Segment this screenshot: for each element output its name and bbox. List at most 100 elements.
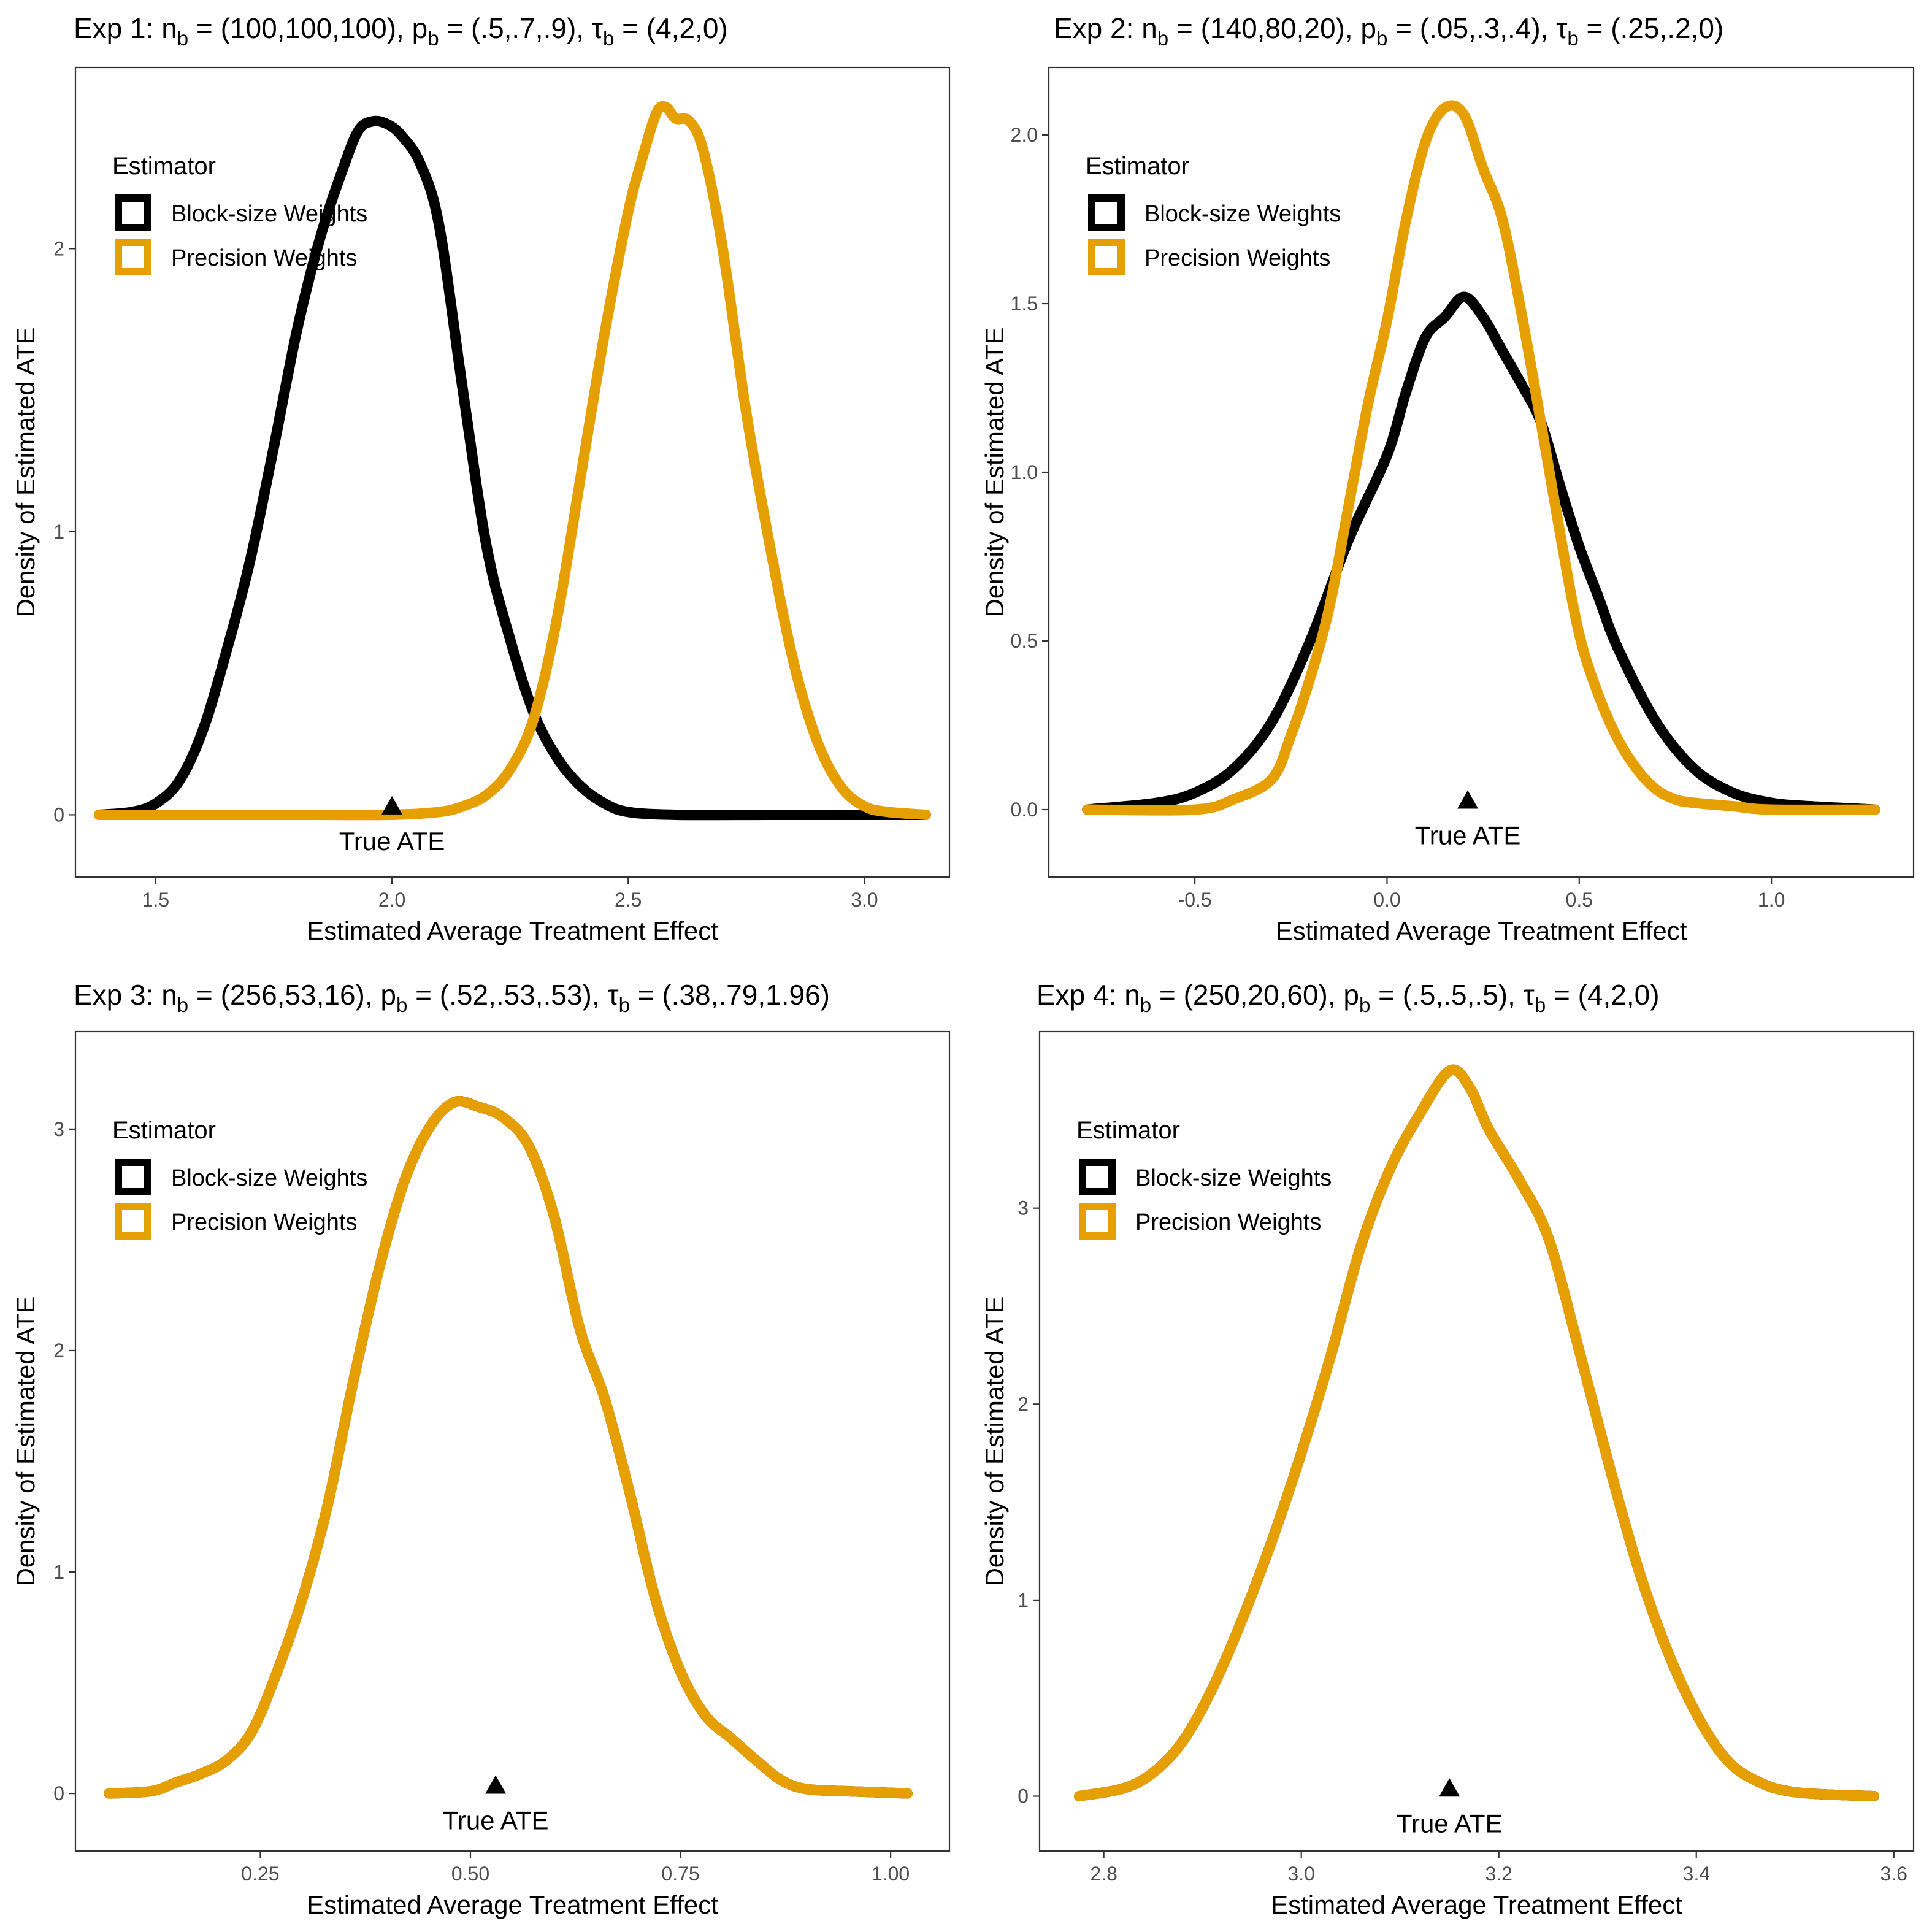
density-line-block-size-weights bbox=[94, 115, 931, 821]
panel-3: Exp 3: nb = (256,53,16), pb = (.52,.53,.… bbox=[11, 979, 951, 1919]
y-tick-label: 1.5 bbox=[1011, 293, 1038, 315]
series-group bbox=[94, 101, 931, 821]
density-line-precision-weights bbox=[94, 101, 931, 821]
series-group bbox=[1073, 1064, 1880, 1802]
title-value: = (250,20,60), bbox=[1151, 979, 1343, 1011]
title-symbol: p bbox=[412, 12, 428, 44]
title-symbol: τ bbox=[1556, 12, 1567, 44]
title-symbol: p bbox=[1343, 979, 1359, 1011]
title-subscript: b bbox=[1140, 994, 1151, 1016]
title-subscript: b bbox=[619, 994, 630, 1016]
title-symbol: p bbox=[1360, 12, 1376, 44]
y-tick-label: 2.0 bbox=[1011, 124, 1038, 146]
y-tick-label: 1 bbox=[53, 1561, 64, 1583]
legend-key bbox=[1088, 194, 1125, 231]
title-value: = (.5,.5,.5), bbox=[1370, 979, 1523, 1011]
title-symbol: p bbox=[380, 979, 396, 1011]
panel-4: Exp 4: nb = (250,20,60), pb = (.5,.5,.5)… bbox=[980, 979, 1915, 1919]
title-subscript: b bbox=[396, 994, 407, 1016]
legend-title: Estimator bbox=[112, 1117, 216, 1144]
title-symbol: τ bbox=[1524, 979, 1535, 1011]
legend-key bbox=[115, 194, 151, 231]
series-group bbox=[104, 1096, 913, 1799]
y-axis-title: Density of Estimated ATE bbox=[980, 327, 1009, 617]
x-tick-label: 3.0 bbox=[1287, 1863, 1314, 1885]
title-subscript: b bbox=[603, 27, 614, 50]
x-tick-label: 0.75 bbox=[661, 1863, 699, 1885]
title-value: = (.25,.2,0) bbox=[1579, 12, 1724, 44]
density-line-precision-weights bbox=[104, 1096, 913, 1799]
title-symbol: n bbox=[161, 12, 177, 44]
x-tick-label: 1.0 bbox=[1758, 889, 1785, 911]
true-ate-triangle-marker bbox=[1439, 1778, 1460, 1797]
density-line-precision-weights bbox=[1082, 100, 1880, 816]
legend-label: Precision Weights bbox=[171, 245, 357, 271]
legend-key bbox=[1079, 1159, 1116, 1195]
legend-label: Block-size Weights bbox=[171, 1165, 367, 1191]
x-tick-label: 2.0 bbox=[378, 889, 405, 911]
title-symbol: n bbox=[1141, 12, 1157, 44]
y-tick-label: 0 bbox=[53, 1782, 64, 1804]
x-tick-label: 3.0 bbox=[851, 889, 878, 911]
true-ate-triangle-marker bbox=[1457, 790, 1479, 809]
plot-border bbox=[74, 66, 951, 878]
legend-label: Block-size Weights bbox=[1144, 201, 1341, 227]
title-symbol: n bbox=[161, 979, 177, 1011]
x-tick-label: 0.5 bbox=[1566, 889, 1593, 911]
legend-key bbox=[115, 1203, 151, 1240]
legend-title: Estimator bbox=[1076, 1117, 1180, 1144]
plot-border bbox=[74, 1030, 951, 1852]
panel-title: Exp 1: nb = (100,100,100), pb = (.5,.7,.… bbox=[74, 12, 728, 50]
density-line-block-size-weights bbox=[1082, 291, 1880, 815]
true-ate-triangle-marker bbox=[485, 1775, 507, 1794]
x-axis-title: Estimated Average Treatment Effect bbox=[1276, 916, 1687, 945]
density-line-block-size-weights bbox=[104, 1096, 913, 1799]
y-tick-label: 3 bbox=[1018, 1197, 1029, 1219]
title-prefix: Exp 1: bbox=[74, 12, 161, 44]
x-tick-label: 1.00 bbox=[872, 1863, 910, 1885]
true-ate-label: True ATE bbox=[1397, 1809, 1503, 1838]
title-value: = (.52,.53,.53), bbox=[407, 979, 607, 1011]
y-tick-label: 1 bbox=[53, 521, 64, 543]
x-tick-label: 0.50 bbox=[451, 1863, 489, 1885]
legend-label: Block-size Weights bbox=[1135, 1165, 1332, 1191]
x-axis-title: Estimated Average Treatment Effect bbox=[307, 916, 718, 945]
legend: Estimator Block-size Weights Precision Wei… bbox=[112, 1117, 367, 1240]
title-value: = (.38,.79,1.96) bbox=[630, 979, 830, 1011]
title-prefix: Exp 2: bbox=[1054, 12, 1141, 44]
title-symbol: τ bbox=[607, 979, 618, 1011]
x-tick-label: 3.2 bbox=[1485, 1863, 1512, 1885]
legend: Estimator Block-size Weights Precision Wei… bbox=[1076, 1117, 1332, 1240]
legend-key bbox=[1079, 1203, 1116, 1240]
title-value: = (100,100,100), bbox=[188, 12, 412, 44]
title-subscript: b bbox=[1376, 27, 1387, 50]
panel-title: Exp 2: nb = (140,80,20), pb = (.05,.3,.4… bbox=[1054, 12, 1723, 50]
title-subscript: b bbox=[1535, 994, 1546, 1016]
series-group bbox=[1082, 100, 1880, 816]
y-tick-label: 2 bbox=[53, 237, 64, 259]
title-subscript: b bbox=[1157, 27, 1168, 50]
title-subscript: b bbox=[177, 27, 188, 50]
title-subscript: b bbox=[427, 27, 439, 50]
legend-title: Estimator bbox=[112, 153, 216, 180]
title-subscript: b bbox=[1567, 27, 1578, 50]
true-ate-label: True ATE bbox=[443, 1806, 549, 1835]
y-tick-label: 0 bbox=[53, 803, 64, 826]
panel-2: Exp 2: nb = (140,80,20), pb = (.05,.3,.4… bbox=[980, 12, 1915, 945]
title-symbol: n bbox=[1124, 979, 1140, 1011]
panel-1: Exp 1: nb = (100,100,100), pb = (.5,.7,.… bbox=[11, 12, 951, 945]
x-tick-label: 0.25 bbox=[241, 1863, 279, 1885]
legend-label: Precision Weights bbox=[1135, 1209, 1321, 1235]
y-tick-label: 2 bbox=[1018, 1393, 1029, 1415]
y-axis-title: Density of Estimated ATE bbox=[11, 327, 40, 617]
true-ate-label: True ATE bbox=[339, 827, 445, 856]
legend-label: Precision Weights bbox=[171, 1209, 357, 1235]
title-value: = (256,53,16), bbox=[188, 979, 380, 1011]
title-prefix: Exp 4: bbox=[1037, 979, 1124, 1011]
y-tick-label: 2 bbox=[53, 1340, 64, 1362]
y-axis-title: Density of Estimated ATE bbox=[980, 1296, 1009, 1586]
plot-border bbox=[1038, 1030, 1915, 1852]
y-tick-label: 0 bbox=[1018, 1785, 1029, 1807]
legend-label: Precision Weights bbox=[1144, 245, 1330, 271]
